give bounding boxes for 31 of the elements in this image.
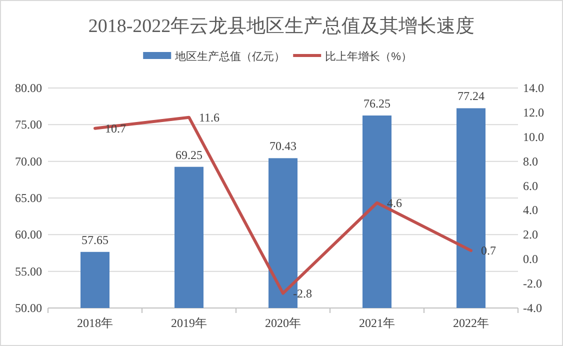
- data-label: 57.65: [82, 232, 108, 247]
- y2-tick-label: 2.0: [523, 228, 538, 242]
- y2-tick-label: 14.0: [523, 81, 544, 95]
- y-tick-label: 80.00: [15, 81, 42, 95]
- y2-tick-label: -2.0: [523, 276, 542, 291]
- y2-tick-label: -4.0: [523, 301, 542, 315]
- y2-tick-label: 6.0: [523, 178, 538, 193]
- y-tick-label: 70.00: [15, 154, 42, 168]
- x-tick-label: 2018年: [77, 316, 113, 330]
- y2-tick-label: 0.0: [523, 252, 538, 266]
- data-label: 76.25: [364, 96, 390, 110]
- x-tick-label: 2021年: [359, 316, 395, 330]
- data-label: 11.6: [199, 110, 220, 124]
- y-tick-label: 75.00: [15, 118, 42, 132]
- legend-label: 地区生产总值（亿元）: [174, 50, 286, 63]
- x-tick-label: 2022年: [453, 316, 489, 330]
- y-tick-label: 60.00: [15, 228, 42, 242]
- legend-label: 比上年增长（%）: [325, 50, 412, 63]
- y2-tick-label: 4.0: [523, 203, 538, 218]
- x-tick-label: 2020年: [265, 316, 301, 330]
- data-label: 70.43: [270, 139, 296, 154]
- chart-title: 2018-2022年云龙县地区生产总值及其增长速度: [88, 15, 475, 37]
- y2-tick-label: 8.0: [523, 154, 538, 168]
- data-label: 77.24: [458, 89, 484, 104]
- y2-tick-label: 10.0: [523, 130, 544, 144]
- y2-tick-label: 12.0: [523, 105, 544, 120]
- y-tick-label: 50.00: [15, 301, 42, 315]
- y-tick-label: 55.00: [15, 264, 42, 278]
- data-label: 69.25: [176, 148, 202, 162]
- y-tick-label: 65.00: [15, 191, 42, 205]
- x-tick-label: 2019年: [171, 316, 207, 330]
